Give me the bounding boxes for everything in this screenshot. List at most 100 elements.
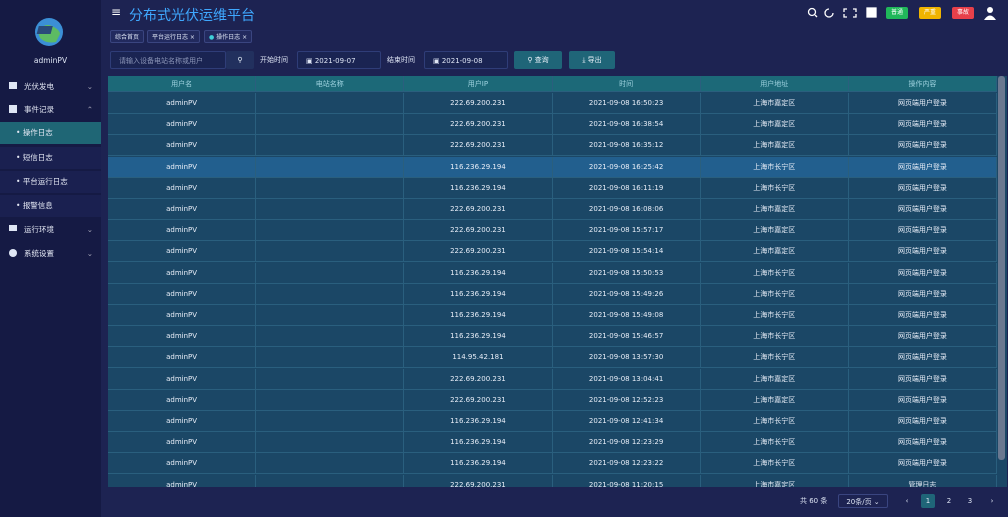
table-cell: 上海市长宁区 bbox=[701, 262, 849, 283]
start-date[interactable]: ▣ 2021-09-07 bbox=[297, 51, 381, 69]
table-cell: 222.69.200.231 bbox=[404, 93, 553, 113]
menu-item[interactable]: 系统设置 ⌄ bbox=[24, 249, 93, 258]
table-row[interactable]: adminPV 116.236.29.194 2021-09-08 12:23:29… bbox=[108, 432, 998, 454]
table-cell: 网页端用户登录 bbox=[849, 241, 998, 262]
page-number[interactable]: 2 bbox=[946, 497, 952, 505]
menu-item[interactable]: 运行环境 ⌄ bbox=[24, 225, 93, 234]
table-row[interactable]: adminPV 116.236.29.194 2021-09-08 15:49:26… bbox=[108, 283, 998, 305]
table-cell: 上海市长宁区 bbox=[701, 453, 849, 474]
menu-item[interactable]: 事件记录 ⌃ bbox=[24, 105, 93, 114]
table-row[interactable]: adminPV 222.69.200.231 2021-09-08 13:04:41… bbox=[108, 368, 998, 390]
table-cell: 上海市长宁区 bbox=[701, 411, 849, 431]
menu-item[interactable]: 光伏发电 ⌄ bbox=[24, 82, 93, 91]
menu-label: 系统设置 bbox=[24, 249, 54, 258]
end-date[interactable]: ▣ 2021-09-08 bbox=[424, 51, 508, 69]
avatar bbox=[35, 18, 63, 46]
next-page[interactable]: › bbox=[990, 497, 994, 505]
table-cell bbox=[256, 474, 405, 487]
menu-toggle[interactable]: ≡ bbox=[111, 5, 122, 19]
table-cell: 上海市嘉定区 bbox=[701, 241, 849, 262]
table-cell: 2021-09-08 15:49:08 bbox=[553, 305, 701, 325]
table-cell: adminPV bbox=[108, 453, 257, 474]
table-row[interactable]: adminPV 116.236.29.194 2021-09-08 12:41:34… bbox=[108, 411, 998, 432]
badge-normal[interactable]: 普通 bbox=[886, 7, 908, 19]
table-row[interactable]: adminPV 116.236.29.194 2021-09-08 15:49:08… bbox=[108, 305, 998, 326]
table-cell: 网页端用户登录 bbox=[849, 156, 998, 177]
menu-label: 事件记录 bbox=[24, 105, 54, 114]
submenu-item[interactable]: • 短信日志 bbox=[0, 147, 101, 169]
table-row[interactable]: adminPV 116.236.29.194 2021-09-08 15:46:57… bbox=[108, 326, 998, 348]
badge-accident[interactable]: 事故 bbox=[952, 7, 974, 19]
table-header: 用户名 电站名称 用户IP 时间 用户地址 操作内容 bbox=[108, 76, 998, 92]
table-cell: 2021-09-08 15:50:53 bbox=[553, 262, 701, 283]
submenu-item[interactable]: • 报警信息 bbox=[0, 195, 101, 217]
table-row[interactable]: adminPV 222.69.200.231 2021-09-08 16:38:54… bbox=[108, 114, 998, 136]
table-cell: 2021-09-08 16:35:12 bbox=[553, 135, 701, 156]
export-button[interactable]: ⤓ 导出 bbox=[569, 51, 615, 69]
table-row[interactable]: adminPV 222.69.200.231 2021-09-08 15:54:14… bbox=[108, 241, 998, 263]
table-cell: 222.69.200.231 bbox=[404, 241, 553, 262]
tab-active[interactable]: ● 操作日志 × bbox=[204, 30, 253, 43]
table-cell bbox=[256, 283, 405, 304]
table-row[interactable]: adminPV 116.236.29.194 2021-09-08 16:11:19… bbox=[108, 177, 998, 199]
query-button[interactable]: ⚲ 查询 bbox=[514, 51, 562, 69]
table-row[interactable]: adminPV 116.236.29.194 2021-09-08 12:23:22… bbox=[108, 453, 998, 475]
tab[interactable]: 平台运行日志 × bbox=[147, 30, 200, 43]
table-row[interactable]: adminPV 222.69.200.231 2021-09-08 11:20:15… bbox=[108, 474, 998, 487]
table-cell bbox=[256, 262, 405, 283]
table-row[interactable]: adminPV 116.236.29.194 2021-09-08 16:25:42… bbox=[108, 156, 998, 178]
table-row[interactable]: adminPV 222.69.200.231 2021-09-08 16:08:06… bbox=[108, 199, 998, 220]
table-cell: 网页端用户登录 bbox=[849, 283, 998, 304]
tab[interactable]: 综合首页 bbox=[110, 30, 145, 43]
page-size[interactable]: 20条/页 ⌄ bbox=[838, 494, 888, 508]
scrollbar[interactable] bbox=[998, 76, 1005, 460]
toolbar-icons[interactable] bbox=[807, 7, 883, 19]
table-cell: 上海市嘉定区 bbox=[701, 93, 849, 113]
table-cell: 上海市长宁区 bbox=[701, 283, 849, 304]
submenu-item[interactable]: • 平台运行日志 bbox=[0, 171, 101, 193]
table-cell: 管理日志 bbox=[849, 474, 998, 487]
prev-page[interactable]: ‹ bbox=[905, 497, 909, 505]
tab-label: 平台运行日志 bbox=[152, 34, 189, 41]
table-cell: 上海市嘉定区 bbox=[701, 474, 849, 487]
table-cell: 上海市长宁区 bbox=[701, 347, 849, 368]
search-input[interactable]: 请输入设备电站名称或用户 bbox=[110, 51, 226, 69]
table-row[interactable]: adminPV 116.236.29.194 2021-09-08 15:50:53… bbox=[108, 262, 998, 284]
table-cell: 网页端用户登录 bbox=[849, 199, 998, 219]
table-cell bbox=[256, 305, 405, 325]
table-cell bbox=[256, 93, 405, 113]
table-cell: 2021-09-08 12:23:29 bbox=[553, 432, 701, 453]
table-cell: adminPV bbox=[108, 220, 257, 241]
table-cell: 2021-09-08 12:52:23 bbox=[553, 389, 701, 410]
table-row[interactable]: adminPV 222.69.200.231 2021-09-08 15:57:17… bbox=[108, 220, 998, 242]
table-cell: 2021-09-08 15:57:17 bbox=[553, 220, 701, 241]
table-row[interactable]: adminPV 222.69.200.231 2021-09-08 16:50:23… bbox=[108, 93, 998, 114]
table-row[interactable]: adminPV 222.69.200.231 2021-09-08 16:35:12… bbox=[108, 135, 998, 157]
table-cell: 2021-09-08 16:50:23 bbox=[553, 93, 701, 113]
start-label: 开始时间 bbox=[260, 56, 288, 64]
table-cell: 2021-09-08 16:38:54 bbox=[553, 114, 701, 135]
table-cell: 网页端用户登录 bbox=[849, 453, 998, 474]
table-cell: 上海市长宁区 bbox=[701, 156, 849, 177]
page-number[interactable]: 1 bbox=[921, 494, 935, 508]
table-cell: 116.236.29.194 bbox=[404, 305, 553, 325]
table-cell: 116.236.29.194 bbox=[404, 326, 553, 347]
table-cell: adminPV bbox=[108, 411, 257, 431]
search-icon-button[interactable]: ⚲ bbox=[226, 51, 254, 69]
table-cell: 上海市嘉定区 bbox=[701, 368, 849, 389]
table-cell: 上海市长宁区 bbox=[701, 305, 849, 325]
table-row[interactable]: adminPV 114.95.42.181 2021-09-08 13:57:30 上… bbox=[108, 347, 998, 369]
submenu-item[interactable]: • 操作日志 bbox=[0, 122, 101, 144]
button-label: 查询 bbox=[534, 56, 549, 64]
table-cell: 2021-09-08 13:04:41 bbox=[553, 368, 701, 389]
table-row[interactable]: adminPV 222.69.200.231 2021-09-08 12:52:23… bbox=[108, 389, 998, 411]
table-cell: 网页端用户登录 bbox=[849, 326, 998, 347]
user-icon[interactable] bbox=[982, 5, 998, 21]
page-number[interactable]: 3 bbox=[967, 497, 973, 505]
table-cell: 网页端用户登录 bbox=[849, 114, 998, 135]
column-header: 用户IP bbox=[404, 76, 553, 91]
badge-serious[interactable]: 严重 bbox=[919, 7, 941, 19]
menu-icons bbox=[9, 82, 17, 257]
column-header: 时间 bbox=[553, 76, 701, 91]
table-cell: 网页端用户登录 bbox=[849, 347, 998, 368]
